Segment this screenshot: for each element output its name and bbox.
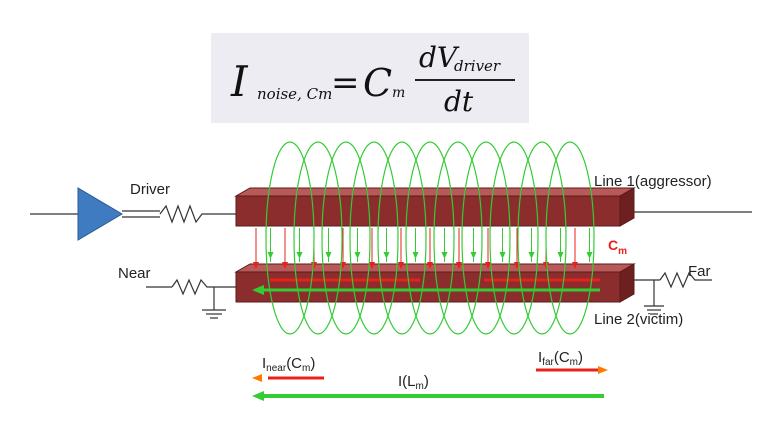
formula-current-symbol: I — [231, 57, 248, 106]
coupling-arrowhead — [572, 262, 578, 269]
ifar-sub: far — [542, 357, 554, 368]
magnetic-loop — [489, 141, 539, 335]
far-label: Far — [688, 263, 711, 280]
inear-sub: near — [266, 363, 287, 374]
far-resistor-icon — [659, 271, 712, 289]
ilm-label: I(Lm) — [398, 373, 429, 392]
victim-line — [235, 271, 621, 303]
aggressor-line — [235, 195, 621, 227]
formula-current-subscript: noise, Cm — [257, 85, 333, 103]
ifar-close: ) — [578, 349, 583, 366]
coupling-arrowhead — [557, 252, 564, 259]
cm-label: Cm — [608, 237, 627, 257]
coupling-arrowhead — [383, 252, 390, 259]
ifar-paren-sub: m — [570, 357, 578, 368]
magnetic-loop — [461, 141, 511, 335]
coupling-arrowhead — [311, 262, 317, 269]
ifar-main: I — [538, 349, 542, 366]
cm-label-sub: m — [618, 246, 627, 257]
crosstalk-formula: I noise, Cm = C m dV driver dt — [211, 33, 529, 123]
formula-numerator: dV — [419, 41, 458, 74]
coupling-arrowhead — [354, 252, 361, 259]
ifar-label: Ifar(Cm) — [538, 349, 583, 368]
coupling-arrowhead — [586, 252, 593, 259]
coupling-arrowhead — [296, 252, 303, 259]
coupling-arrowhead — [499, 252, 506, 259]
coupling-arrowhead — [485, 262, 491, 269]
coupling-arrowhead — [282, 262, 288, 269]
ilm-main: I(L — [398, 373, 416, 390]
driver-label: Driver — [130, 181, 170, 198]
formula-fraction-bar — [415, 79, 515, 81]
magnetic-loop — [517, 141, 567, 335]
coupling-arrowhead — [267, 252, 274, 259]
driver-buffer-icon — [77, 187, 123, 241]
formula-denominator: dt — [444, 85, 474, 118]
line2-label: Line 2(victim) — [594, 311, 683, 328]
magnetic-loop — [377, 141, 427, 335]
driver-resistor-icon — [159, 204, 236, 224]
inear-paren: (C — [286, 355, 302, 372]
coupling-arrowhead — [470, 252, 477, 259]
ilm-sub: m — [416, 381, 424, 392]
coupling-arrowhead — [543, 262, 549, 269]
coupling-arrowhead — [427, 262, 433, 269]
cm-label-main: C — [608, 237, 618, 253]
coupling-arrows — [253, 228, 593, 269]
formula-capacitance-symbol: C — [363, 61, 393, 105]
ifar-paren: (C — [554, 349, 570, 366]
inear-close: ) — [310, 355, 315, 372]
ilm-arrowhead — [252, 391, 264, 401]
near-label: Near — [118, 265, 151, 282]
formula-numerator-subscript: driver — [454, 57, 501, 75]
magnetic-loop — [265, 141, 315, 335]
coupling-arrowhead — [528, 252, 535, 259]
coupling-arrowhead — [412, 252, 419, 259]
magnetic-loop — [349, 141, 399, 335]
inear-paren-sub: m — [302, 363, 310, 374]
ilm-close: ) — [424, 373, 429, 390]
coupling-arrowhead — [325, 252, 332, 259]
formula-capacitance-subscript: m — [392, 85, 406, 101]
magnetic-loop — [433, 141, 483, 335]
coupling-arrowhead — [441, 252, 448, 259]
formula-equals: = — [331, 63, 360, 103]
coupling-arrowhead — [253, 262, 259, 269]
inear-label: Inear(Cm) — [262, 355, 315, 374]
ifar-arrowhead — [598, 366, 608, 374]
coupling-arrowhead — [369, 262, 375, 269]
line1-label: Line 1(aggressor) — [594, 173, 712, 190]
magnetic-loop — [405, 141, 455, 335]
formula-background — [211, 33, 529, 123]
line1-top-face — [234, 187, 636, 197]
coupling-arrowhead — [456, 262, 462, 269]
inear-main: I — [262, 355, 266, 372]
magnetic-loop — [321, 141, 371, 335]
coupling-arrowhead — [398, 262, 404, 269]
magnetic-loop — [545, 141, 595, 335]
inductive-current-arrowhead — [252, 285, 264, 295]
inear-arrowhead — [252, 374, 262, 382]
near-resistor-icon — [171, 278, 236, 296]
magnetic-field-loops — [265, 141, 595, 335]
magnetic-loop — [293, 141, 343, 335]
